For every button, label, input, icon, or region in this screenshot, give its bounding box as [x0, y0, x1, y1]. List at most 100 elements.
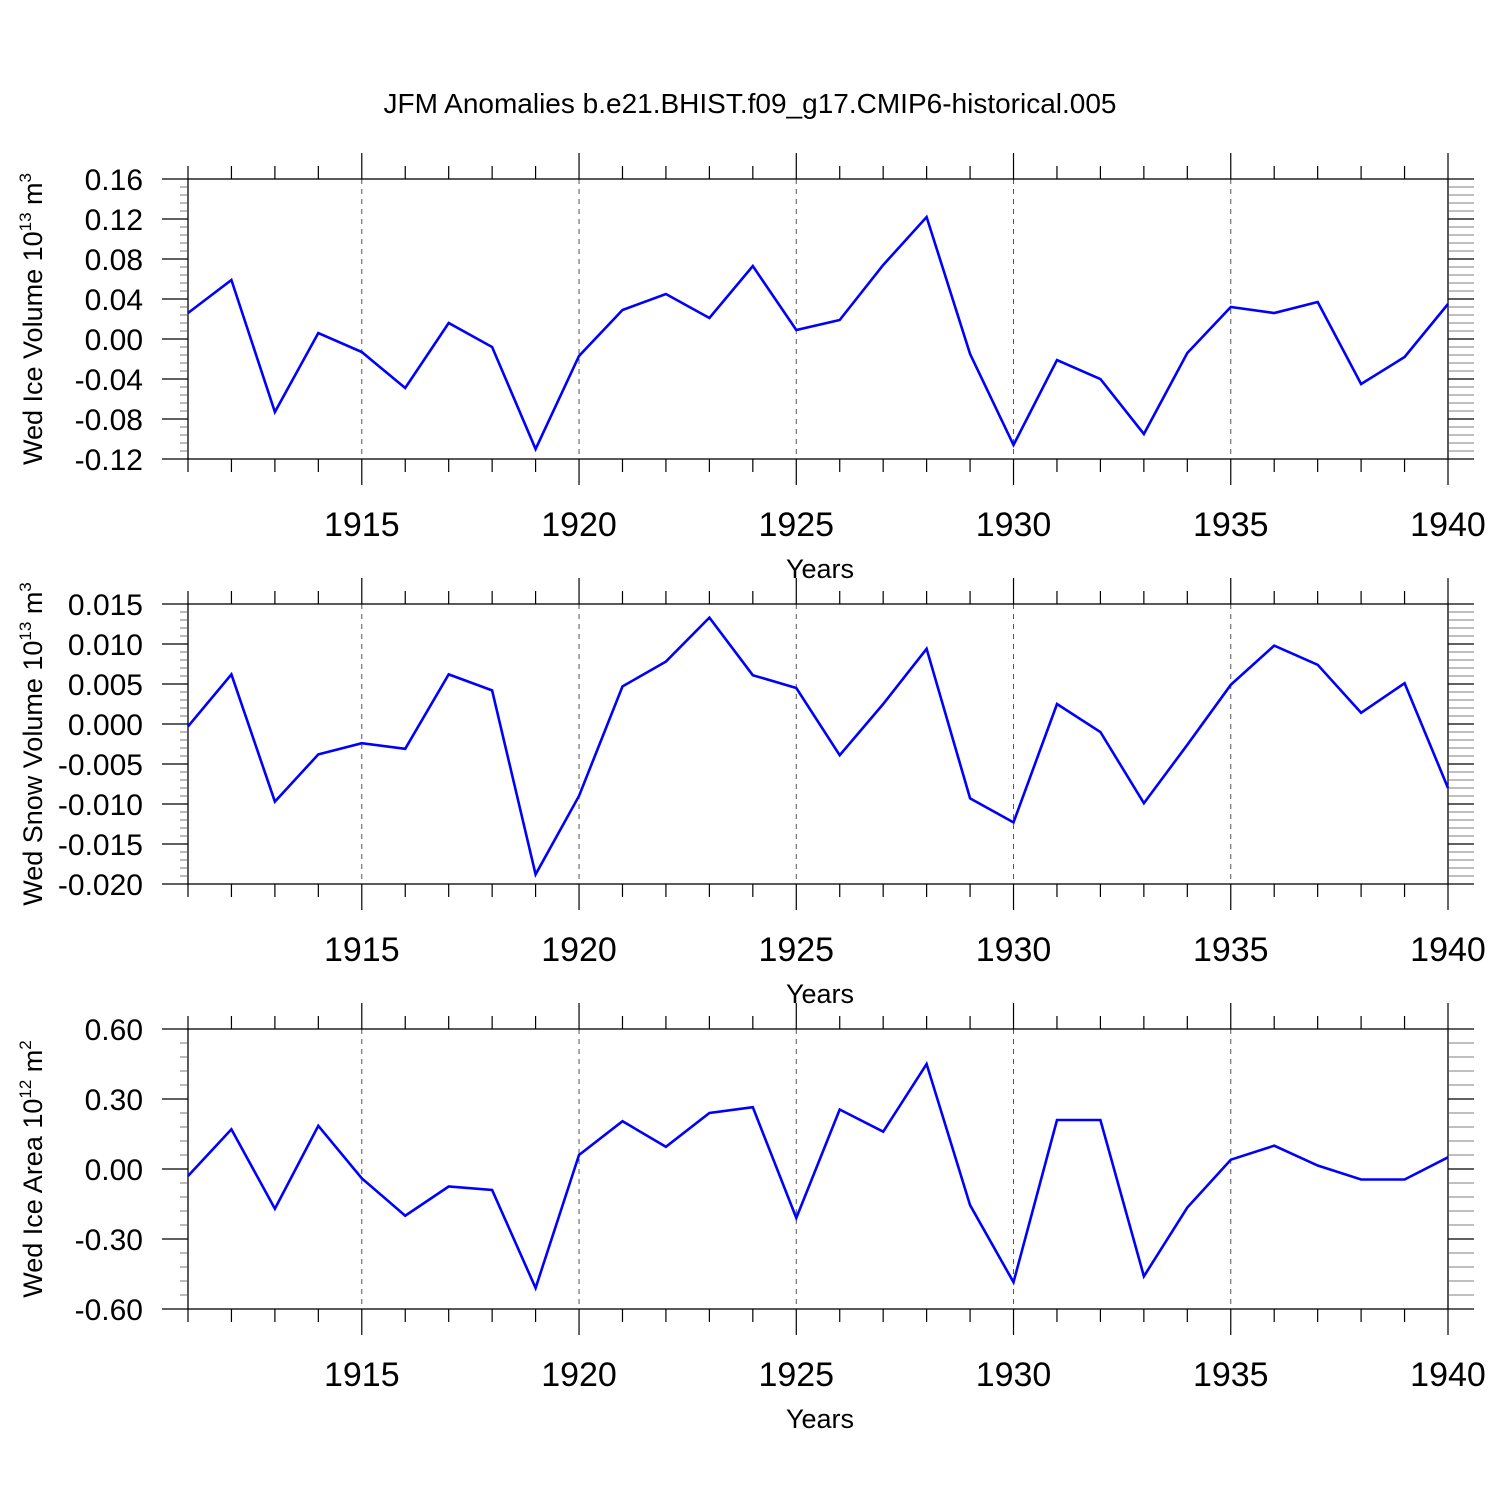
data-point	[316, 331, 320, 335]
x-tick-label: 1915	[324, 931, 400, 969]
plot-frame	[187, 178, 1449, 460]
x-tick-label: 1925	[758, 931, 834, 969]
data-point	[664, 1145, 668, 1149]
data-point	[1229, 305, 1233, 309]
data-point	[707, 316, 711, 320]
x-axis-label: Years	[786, 554, 854, 584]
data-point	[1359, 1178, 1363, 1182]
y-tick-label: 0.000	[68, 709, 143, 742]
data-point	[968, 352, 972, 356]
data-point	[751, 673, 755, 677]
data-point	[1185, 351, 1189, 355]
x-tick-label: 1915	[324, 506, 400, 544]
data-point	[447, 1185, 451, 1189]
y-tick-label: 0.00	[85, 1154, 143, 1187]
y-tick-label: 0.00	[85, 324, 143, 357]
data-point	[1272, 644, 1276, 648]
data-point	[316, 752, 320, 756]
x-tick-label: 1920	[541, 931, 617, 969]
x-tick-label: 1920	[541, 506, 617, 544]
data-point	[620, 308, 624, 312]
y-tick-label: -0.020	[58, 869, 143, 902]
data-point	[534, 1286, 538, 1290]
data-point	[577, 794, 581, 798]
series-line	[187, 615, 1450, 878]
y-tick-label: 0.12	[85, 204, 143, 237]
data-point	[838, 1108, 842, 1112]
data-point	[751, 1105, 755, 1109]
data-point	[1142, 1274, 1146, 1278]
data-point	[838, 318, 842, 322]
data-point	[360, 1176, 364, 1180]
data-point	[751, 264, 755, 268]
data-point	[403, 386, 407, 390]
series-line	[187, 1060, 1449, 1292]
data-point	[925, 1062, 929, 1066]
x-tick-label: 1930	[976, 931, 1052, 969]
data-point	[1359, 382, 1363, 386]
data-point	[273, 800, 277, 804]
data-point	[316, 1124, 320, 1128]
data-point	[577, 354, 581, 358]
data-point	[881, 263, 885, 267]
data-point	[1012, 1280, 1016, 1284]
y-tick-label: 0.010	[68, 629, 143, 662]
data-point	[360, 741, 364, 745]
data-point	[186, 724, 190, 728]
data-point	[273, 410, 277, 414]
data-point	[273, 1207, 277, 1211]
data-point	[1055, 702, 1059, 706]
x-tick-label: 1930	[976, 506, 1052, 544]
data-point	[925, 647, 929, 651]
x-tick-label: 1925	[758, 1356, 834, 1394]
data-point	[1229, 1158, 1233, 1162]
data-point	[534, 447, 538, 451]
y-tick-label: 0.04	[85, 284, 143, 317]
y-axis-label: Wed Ice Volume 1013 m3	[16, 173, 48, 465]
data-point	[1185, 743, 1189, 747]
data-point	[1055, 358, 1059, 362]
data-point	[968, 796, 972, 800]
data-point	[403, 747, 407, 751]
data-point	[229, 672, 233, 676]
data-point	[664, 292, 668, 296]
data-point	[1316, 663, 1320, 667]
y-tick-label: 0.015	[68, 589, 143, 622]
data-point	[707, 1111, 711, 1115]
data-point	[1446, 786, 1450, 790]
data-point	[664, 660, 668, 664]
data-point	[620, 1119, 624, 1123]
y-tick-label: -0.60	[75, 1294, 143, 1327]
x-tick-label: 1935	[1193, 931, 1269, 969]
y-tick-label: -0.04	[75, 364, 143, 397]
y-tick-label: -0.010	[58, 789, 143, 822]
data-point	[360, 350, 364, 354]
y-tick-label: 0.30	[85, 1084, 143, 1117]
data-point	[794, 328, 798, 332]
plot-frame	[187, 603, 1449, 885]
panel-2: 0.015 0.010 0.005 0.000 -0.005 -0.010 -0.015 -0…	[16, 578, 1486, 1009]
data-point	[968, 1203, 972, 1207]
data-point	[186, 1174, 190, 1178]
data-point	[1403, 681, 1407, 685]
y-tick-label: -0.005	[58, 749, 143, 782]
chart-title: JFM Anomalies b.e21.BHIST.f09_g17.CMIP6-…	[383, 88, 1117, 119]
y-tick-label: -0.30	[75, 1224, 143, 1257]
data-point	[1185, 1206, 1189, 1210]
data-point	[1359, 711, 1363, 715]
x-tick-label: 1940	[1410, 1356, 1486, 1394]
data-point	[1272, 1144, 1276, 1148]
data-point	[1403, 1178, 1407, 1182]
data-point	[229, 1127, 233, 1131]
data-point	[1316, 1164, 1320, 1168]
y-tick-label: -0.015	[58, 829, 143, 862]
data-point	[707, 616, 711, 620]
data-point	[1446, 1155, 1450, 1159]
data-point	[229, 278, 233, 282]
y-tick-label: 0.08	[85, 244, 143, 277]
data-point	[1012, 443, 1016, 447]
data-point	[1055, 1118, 1059, 1122]
y-tick-label: 0.16	[85, 164, 143, 197]
y-tick-label: -0.12	[75, 444, 143, 477]
